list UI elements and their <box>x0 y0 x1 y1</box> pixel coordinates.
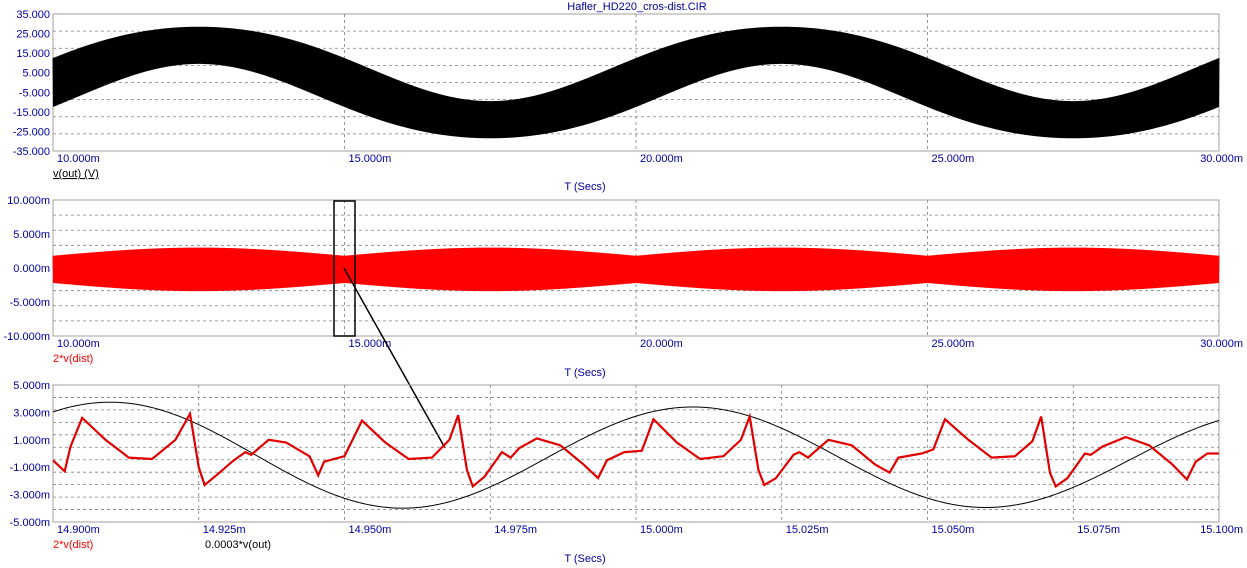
plot-3-x-ticks: 14.900m 14.925m 14.950m 14.975m 15.000m 15.02… <box>57 524 1243 536</box>
x-tick-label: 15.050m <box>932 524 975 536</box>
x-tick-label: 15.025m <box>786 524 829 536</box>
x-axis-title: T (Secs) <box>564 367 605 379</box>
y-tick-label: 5.000 <box>22 68 50 80</box>
x-tick-label: 14.950m <box>349 524 392 536</box>
y-tick-label: -1.000m <box>10 462 50 474</box>
chart-title: Hafler_HD220_cros-dist.CIR <box>567 1 706 13</box>
y-tick-label: -5.000m <box>10 517 50 529</box>
y-tick-label: -35.000 <box>13 146 50 158</box>
x-tick-label: 15.075m <box>1077 524 1120 536</box>
x-tick-label: 14.925m <box>203 524 246 536</box>
series-scaled-vout-trace <box>53 402 1219 508</box>
plot-2-x-ticks: 10.000m 15.000m 20.000m 25.000m 30.000m <box>57 338 1243 350</box>
y-tick-label: -10.000m <box>4 331 50 343</box>
plot-3: 5.000m3.000m1.000m-1.000m-3.000m-5.000m … <box>10 380 1243 565</box>
y-tick-label: -15.000 <box>13 107 50 119</box>
y-tick-label: 35.000 <box>16 9 50 21</box>
y-tick-label: 5.000m <box>13 380 50 392</box>
x-tick-label: 15.100m <box>1200 524 1243 536</box>
y-tick-label: 25.000 <box>16 29 50 41</box>
x-tick-label: 10.000m <box>57 338 100 350</box>
y-tick-label: 1.000m <box>13 435 50 447</box>
plot-1: Hafler_HD220_cros-dist.CIR 35.000 25.000 1… <box>13 1 1243 193</box>
y-tick-label: -25.000 <box>13 126 50 138</box>
y-tick-label: -5.000m <box>10 297 50 309</box>
y-tick-label: 0.000m <box>13 263 50 275</box>
x-tick-label: 15.000m <box>640 524 683 536</box>
x-tick-label: 14.900m <box>57 524 100 536</box>
plot-2-y-ticks: 10.000m 5.000m 0.000m -5.000m -10.000m <box>4 195 50 343</box>
legend-scaled-vout: 0.0003*v(out) <box>205 539 271 551</box>
x-tick-label: 14.975m <box>494 524 537 536</box>
plot-1-y-ticks: 35.000 25.000 15.000 5.000 -5.000 -15.000 -25.… <box>13 9 50 158</box>
y-tick-label: 5.000m <box>13 229 50 241</box>
plot-1-x-ticks: 10.000m 15.000m 20.000m 25.000m 30.000m <box>57 153 1243 165</box>
legend-dist: 2*v(dist) <box>53 539 93 551</box>
zoom-pointer-line <box>344 268 445 448</box>
x-axis-title: T (Secs) <box>564 553 605 565</box>
y-tick-label: 10.000m <box>7 195 50 207</box>
x-tick-label: 30.000m <box>1200 338 1243 350</box>
x-axis-title: T (Secs) <box>564 181 605 193</box>
plot-3-grid <box>53 385 1219 522</box>
x-tick-label: 10.000m <box>57 153 100 165</box>
x-tick-label: 25.000m <box>932 153 975 165</box>
plot-3-y-ticks: 5.000m 3.000m 1.000m -1.000m -3.000m -5.000m <box>10 380 50 529</box>
x-tick-label: 20.000m <box>640 153 683 165</box>
legend-dist: 2*v(dist) <box>53 353 93 365</box>
x-tick-label: 25.000m <box>932 338 975 350</box>
legend-vout: v(out) (V) <box>53 168 99 180</box>
x-tick-label: 30.000m <box>1200 153 1243 165</box>
y-tick-label: 3.000m <box>13 407 50 419</box>
y-tick-label: -3.000m <box>10 490 50 502</box>
y-tick-label: -5.000 <box>19 87 50 99</box>
x-tick-label: 15.000m <box>349 153 392 165</box>
y-tick-label: 15.000 <box>16 48 50 60</box>
x-tick-label: 20.000m <box>640 338 683 350</box>
